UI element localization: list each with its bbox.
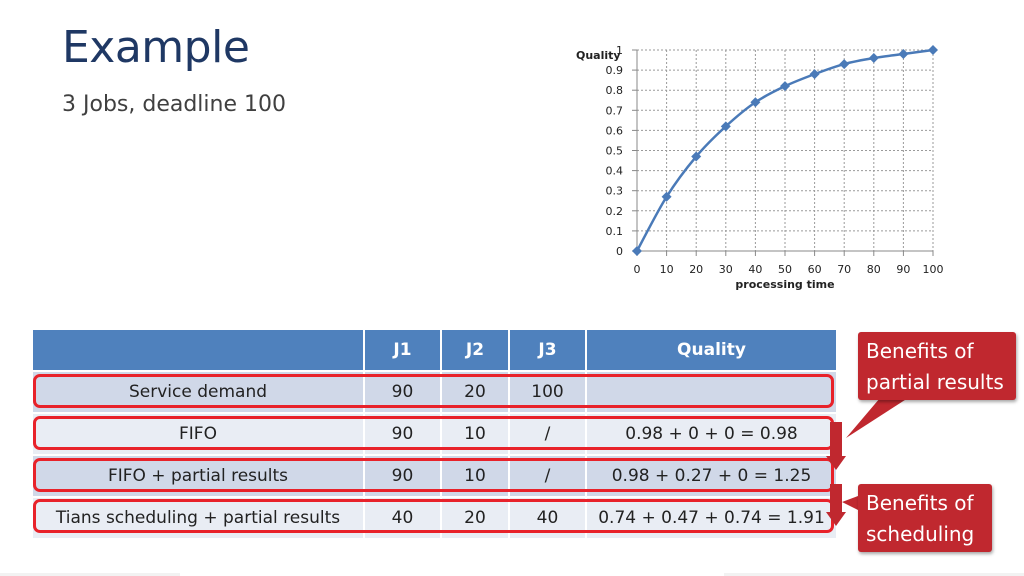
x-tick-label: 0 (634, 263, 641, 276)
y-tick-labels: 0 0.1 0.2 0.3 0.4 0.5 0.6 0.7 0.8 0.9 1 (606, 44, 624, 258)
table-row: FIFO 90 10 / 0.98 + 0 + 0 = 0.98 (33, 412, 836, 454)
data-point (632, 246, 642, 256)
table-cell: 10 (442, 412, 510, 454)
x-tick-label: 80 (867, 263, 881, 276)
chart-grid (632, 49, 934, 256)
table-cell: 40 (365, 496, 442, 538)
y-tick-label: 0.3 (606, 185, 624, 198)
y-tick-label: 0.4 (606, 165, 624, 178)
table-cell: 20 (442, 370, 510, 412)
y-tick-label: 0.8 (606, 84, 624, 97)
y-axis-label: Quality (576, 49, 621, 62)
x-axis-label: processing time (735, 278, 834, 291)
x-tick-label: 90 (896, 263, 910, 276)
table-header-cell: Quality (587, 330, 836, 370)
table-cell: 90 (365, 370, 442, 412)
y-tick-label: 0.9 (606, 64, 624, 77)
x-tick-label: 70 (837, 263, 851, 276)
table-row: Tians scheduling + partial results 40 20… (33, 496, 836, 538)
table-header-row: J1 J2 J3 Quality (33, 330, 836, 370)
y-tick-label: 0.7 (606, 104, 624, 117)
x-tick-label: 50 (778, 263, 792, 276)
table-cell: 90 (365, 412, 442, 454)
table-cell (587, 370, 836, 412)
data-point (809, 69, 820, 80)
x-tick-label: 20 (689, 263, 703, 276)
data-point (839, 59, 850, 70)
table-cell: FIFO (33, 412, 365, 454)
table-cell: FIFO + partial results (33, 454, 365, 496)
data-point (691, 151, 702, 162)
x-tick-label: 30 (719, 263, 733, 276)
table-row: Service demand 90 20 100 (33, 370, 836, 412)
table-cell: 10 (442, 454, 510, 496)
x-tick-label: 100 (923, 263, 944, 276)
y-tick-label: 1 (616, 44, 623, 57)
table-header-cell (33, 330, 365, 370)
x-tick-labels: 0 10 20 30 40 50 60 70 80 90 100 (634, 263, 944, 276)
footer-bar-right (724, 573, 1024, 576)
slide-subtitle: 3 Jobs, deadline 100 (62, 92, 286, 117)
data-point (661, 191, 672, 202)
y-tick-label: 0.2 (606, 205, 624, 218)
slide-title: Example (62, 22, 250, 73)
x-tick-label: 60 (808, 263, 822, 276)
data-points (632, 45, 938, 256)
data-point (898, 49, 909, 60)
table-header-cell: J3 (510, 330, 587, 370)
table-cell: / (510, 412, 587, 454)
jobs-table: J1 J2 J3 Quality Service demand 90 20 10… (33, 330, 836, 538)
table-cell: 0.98 + 0 + 0 = 0.98 (587, 412, 836, 454)
data-point (720, 121, 731, 132)
data-point (750, 97, 761, 108)
y-tick-label: 0.1 (606, 225, 624, 238)
callout-partial-results: Benefits of partial results (858, 332, 1016, 400)
callout-pointer (846, 398, 908, 438)
table-cell: / (510, 454, 587, 496)
table-cell: 100 (510, 370, 587, 412)
table-cell: Service demand (33, 370, 365, 412)
y-tick-label: 0 (616, 245, 623, 258)
table-cell: 20 (442, 496, 510, 538)
chart-axes (636, 50, 933, 252)
table-header-cell: J1 (365, 330, 442, 370)
table-header-cell: J2 (442, 330, 510, 370)
table-cell: 0.98 + 0.27 + 0 = 1.25 (587, 454, 836, 496)
table-cell: 0.74 + 0.47 + 0.74 = 1.91 (587, 496, 836, 538)
data-point (780, 81, 790, 92)
y-tick-label: 0.6 (606, 124, 624, 137)
table-cell: 90 (365, 454, 442, 496)
data-point (868, 53, 879, 64)
callout-pointer (842, 496, 858, 510)
callout-scheduling: Benefits of scheduling (858, 484, 992, 552)
quality-chart: 0 0.1 0.2 0.3 0.4 0.5 0.6 0.7 0.8 0.9 1 0 10 20 30 40 5… (576, 44, 944, 291)
table-row: FIFO + partial results 90 10 / 0.98 + 0.… (33, 454, 836, 496)
footer-bar-left (0, 573, 180, 576)
x-tick-label: 10 (660, 263, 674, 276)
x-tick-label: 40 (748, 263, 762, 276)
table-cell: 40 (510, 496, 587, 538)
y-tick-label: 0.5 (606, 145, 624, 158)
table-cell: Tians scheduling + partial results (33, 496, 365, 538)
data-point (928, 45, 938, 55)
